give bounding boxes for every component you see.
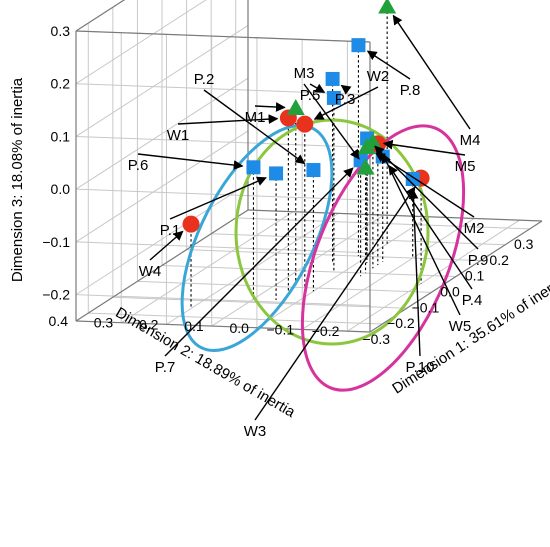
z-axis-label: Dimension 3: 18.08% of inertia bbox=[9, 77, 26, 282]
y-tick-label: −0.2 bbox=[312, 323, 340, 339]
label-arrow bbox=[408, 189, 421, 357]
grid-line bbox=[112, 296, 407, 309]
data-point-square bbox=[246, 160, 261, 175]
point-label: P.3 bbox=[335, 91, 356, 108]
label-arrow bbox=[381, 152, 461, 316]
data-point-square bbox=[325, 71, 340, 86]
point-label: W2 bbox=[367, 68, 390, 85]
z-tick-label: −0.2 bbox=[42, 287, 70, 303]
z-tick-label: 0.3 bbox=[51, 23, 71, 39]
point-label: W1 bbox=[167, 127, 190, 144]
point-label: M1 bbox=[245, 109, 266, 126]
data-point-circle bbox=[296, 115, 314, 133]
label-arrow bbox=[392, 14, 471, 130]
grid-line bbox=[75, 77, 249, 190]
label-arrow bbox=[366, 50, 411, 80]
data-point-square bbox=[269, 166, 284, 181]
z-tick-label: −0.1 bbox=[42, 234, 70, 250]
label-arrow bbox=[203, 89, 306, 165]
y-tick-label: −0.1 bbox=[267, 321, 295, 337]
axis-edge bbox=[75, 209, 249, 322]
point-label: P.5 bbox=[300, 87, 321, 104]
point-label: P.8 bbox=[400, 82, 421, 99]
point-label: P.7 bbox=[155, 359, 176, 376]
axis-edge bbox=[75, 320, 371, 333]
data-point-triangle bbox=[378, 0, 397, 14]
y-tick-label: 0.1 bbox=[184, 318, 204, 334]
data-point-triangle bbox=[356, 158, 375, 175]
data-point-square bbox=[326, 90, 341, 105]
y-tick-label: 0.4 bbox=[49, 313, 69, 329]
axis-edge bbox=[75, 30, 371, 43]
grid-line bbox=[211, 214, 384, 327]
point-label: P.2 bbox=[194, 71, 215, 88]
point-label: M2 bbox=[464, 220, 485, 237]
data-point-square bbox=[351, 38, 366, 53]
grid-line bbox=[88, 312, 383, 325]
y-tick-label: 0.3 bbox=[94, 315, 114, 331]
label-arrow bbox=[340, 84, 352, 95]
point-label: P.6 bbox=[128, 157, 149, 174]
label-arrow bbox=[137, 153, 244, 170]
grid-line bbox=[75, 241, 371, 254]
label-arrow bbox=[169, 176, 267, 220]
tick-labels: −0.3−0.2−0.10.00.10.20.30.4 0.3 0.2 0.1 0.0−… bbox=[42, 23, 533, 347]
point-label: W4 bbox=[139, 263, 162, 280]
grid-line bbox=[75, 183, 249, 296]
point-label: M3 bbox=[294, 65, 315, 82]
grid-line bbox=[256, 216, 430, 329]
x-tick-label: −0.3 bbox=[362, 331, 390, 347]
grid-line bbox=[75, 25, 249, 137]
group-ellipse bbox=[180, 123, 334, 353]
group-ellipse bbox=[234, 118, 430, 346]
z-tick-label: 0.2 bbox=[51, 76, 71, 92]
z-tick-label: 0.0 bbox=[51, 181, 71, 197]
grid-line bbox=[75, 130, 249, 243]
grid-line bbox=[75, 294, 371, 307]
label-arrow bbox=[374, 145, 479, 250]
point-label: M5 bbox=[455, 158, 476, 175]
label-arrow bbox=[254, 102, 286, 112]
grid-line bbox=[120, 211, 294, 324]
point-label: P.10 bbox=[406, 359, 435, 376]
label-arrow bbox=[309, 83, 326, 93]
drop-lines bbox=[190, 6, 422, 309]
label-arrow bbox=[177, 114, 279, 125]
data-point-triangle bbox=[286, 99, 305, 116]
data-point-circle bbox=[182, 215, 200, 233]
x-tick-label: −0.1 bbox=[412, 299, 440, 315]
label-arrow bbox=[388, 164, 473, 290]
label-arrow bbox=[164, 167, 354, 357]
grid-line bbox=[137, 280, 432, 293]
point-label: M4 bbox=[460, 132, 481, 149]
x-tick-label: 0.3 bbox=[514, 236, 534, 252]
grid-line bbox=[75, 0, 207, 85]
label-arrow bbox=[303, 83, 360, 160]
label-arrow bbox=[382, 139, 466, 156]
label-arrow bbox=[313, 86, 379, 120]
x-tick-label: 0.1 bbox=[465, 268, 485, 284]
grid-line bbox=[75, 83, 371, 96]
data-point-triangle bbox=[363, 132, 382, 149]
y-tick-label: 0.2 bbox=[139, 316, 159, 332]
y-tick-label: 0.0 bbox=[229, 320, 249, 336]
point-label: W5 bbox=[449, 318, 472, 335]
grid-line bbox=[75, 188, 371, 201]
axis-edge bbox=[75, 0, 126, 32]
x-tick-label: 0.2 bbox=[489, 252, 509, 268]
grid-line bbox=[301, 218, 475, 330]
point-label: P.4 bbox=[462, 292, 483, 309]
grid-line bbox=[347, 219, 520, 332]
label-arrow bbox=[254, 186, 416, 421]
x-tick-label: −0.2 bbox=[387, 315, 415, 331]
label-arrow bbox=[149, 230, 184, 261]
x-tick-label: 0.0 bbox=[440, 284, 460, 300]
z-tick-label: 0.1 bbox=[51, 128, 71, 144]
data-point-square bbox=[306, 163, 321, 178]
point-label: P.9 bbox=[468, 252, 489, 269]
grid-line bbox=[75, 135, 371, 148]
point-label: W3 bbox=[244, 423, 267, 440]
